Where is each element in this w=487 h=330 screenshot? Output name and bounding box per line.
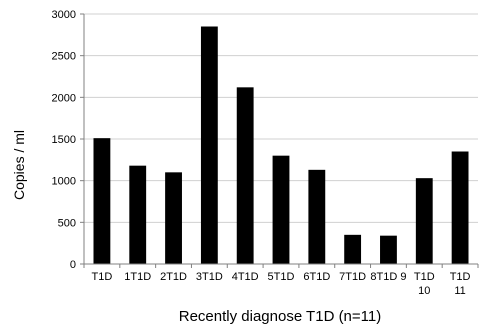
bar: [93, 138, 111, 264]
x-tick-label: T1D: [450, 271, 471, 283]
bar: [415, 178, 433, 264]
bar: [308, 169, 326, 264]
bar: [200, 26, 218, 264]
x-tick-label: 5T1D: [268, 271, 295, 283]
y-tick-label: 500: [58, 217, 76, 229]
y-tick-label: 2500: [52, 51, 76, 63]
x-tick-label: T1D: [92, 271, 113, 283]
x-tick-label: 11: [454, 285, 465, 297]
x-tick-labels: T1D 1T1D 2T1D 3T1D 4T1D 5T1D 6T1D 7T1D 8T1D 9 T1D…: [92, 271, 471, 297]
y-tick-label: 2000: [52, 92, 76, 104]
x-tick-label: T1D: [414, 271, 435, 283]
y-axis-label: Copies / ml: [11, 130, 27, 200]
bar: [272, 155, 290, 264]
x-tick-label: 8T1D 9: [370, 271, 406, 283]
x-tick-label: 7T1D: [339, 271, 366, 283]
y-tick-label: 3000: [52, 9, 76, 21]
x-tick-label: 10: [418, 285, 430, 297]
y-tick-label: 1500: [52, 134, 76, 146]
x-axis-label: Recently diagnose T1D (n=11): [179, 308, 381, 325]
x-tick-label: 1T1D: [124, 271, 151, 283]
y-tick-labels: 0 500 1000 1500 2000 2500 3000: [52, 9, 76, 271]
bars: [93, 26, 469, 264]
x-tick-label: 4T1D: [232, 271, 259, 283]
bar: [451, 151, 469, 264]
x-tick-label: 2T1D: [160, 271, 187, 283]
bar: [344, 234, 362, 264]
bar: [380, 235, 397, 264]
x-tick-label: 6T1D: [303, 271, 330, 283]
bar: [165, 172, 182, 264]
x-tick-label: 3T1D: [196, 271, 223, 283]
gridlines: [84, 13, 478, 223]
bar: [129, 165, 147, 264]
y-tick-label: 1000: [52, 176, 76, 188]
bar: [236, 87, 254, 264]
y-tick-label: 0: [70, 259, 76, 271]
axes: [80, 13, 479, 268]
